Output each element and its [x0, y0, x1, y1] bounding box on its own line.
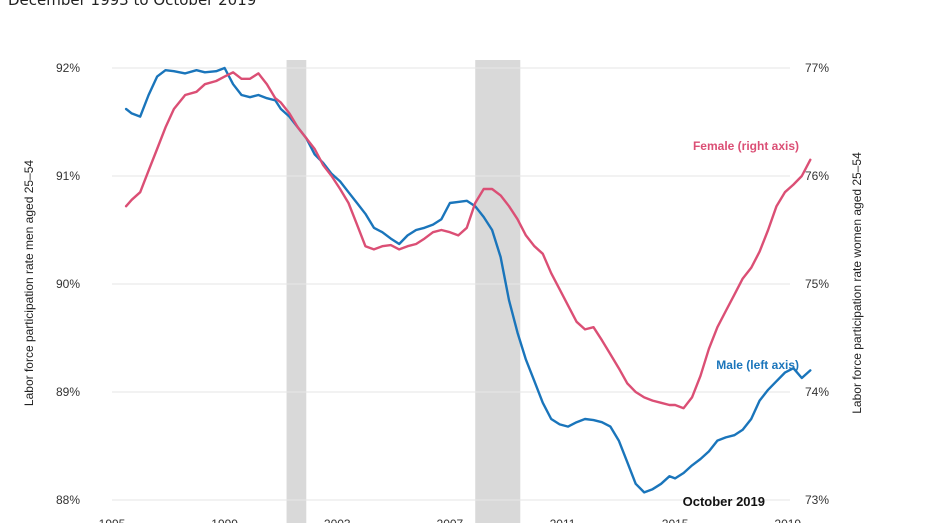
series-label-female: Female (right axis) — [693, 139, 799, 153]
y-tick-left-4: 92% — [56, 61, 80, 75]
series-label-male: Male (left axis) — [716, 358, 799, 372]
x-tick-4: 2011 — [550, 517, 576, 523]
series-labels: Female (right axis) Male (left axis) — [693, 139, 799, 372]
y-tick-right-1: 74% — [805, 385, 829, 399]
gridlines — [112, 67, 790, 501]
x-tick-1: 1999 — [211, 517, 238, 523]
x-tick-6: 2019 — [774, 517, 801, 523]
y-tick-right-3: 76% — [805, 169, 829, 183]
chart-subtitle: December 1993 to October 2019 — [8, 0, 257, 9]
y-tick-right-4: 77% — [805, 61, 829, 75]
series-line-female — [124, 71, 812, 410]
recession-bands — [286, 60, 521, 523]
x-tick-3: 2007 — [437, 517, 464, 523]
series-lines — [124, 66, 812, 494]
y-tick-left-3: 91% — [56, 169, 80, 183]
y-axis-left-title: Labor force participation rate men aged … — [22, 160, 36, 406]
x-tick-5: 2015 — [662, 517, 689, 523]
y-tick-right-0: 73% — [805, 493, 829, 507]
y-tick-left-2: 90% — [56, 277, 80, 291]
y-tick-left-0: 88% — [56, 493, 80, 507]
recession-band-2 — [475, 60, 521, 523]
x-tick-0: 1995 — [99, 517, 126, 523]
annotation-october-2019: October 2019 — [683, 494, 765, 509]
recession-band-1 — [286, 60, 307, 523]
series-line-male — [124, 66, 812, 494]
tick-labels: 88% 89% 90% 91% 92% 73% 74% 75% 76% 77% 1995 1999 20… — [56, 61, 829, 523]
y-axis-right-title: Labor force participation rate women age… — [850, 152, 864, 414]
y-tick-right-2: 75% — [805, 277, 829, 291]
y-tick-left-1: 89% — [56, 385, 80, 399]
x-tick-2: 2003 — [324, 517, 351, 523]
